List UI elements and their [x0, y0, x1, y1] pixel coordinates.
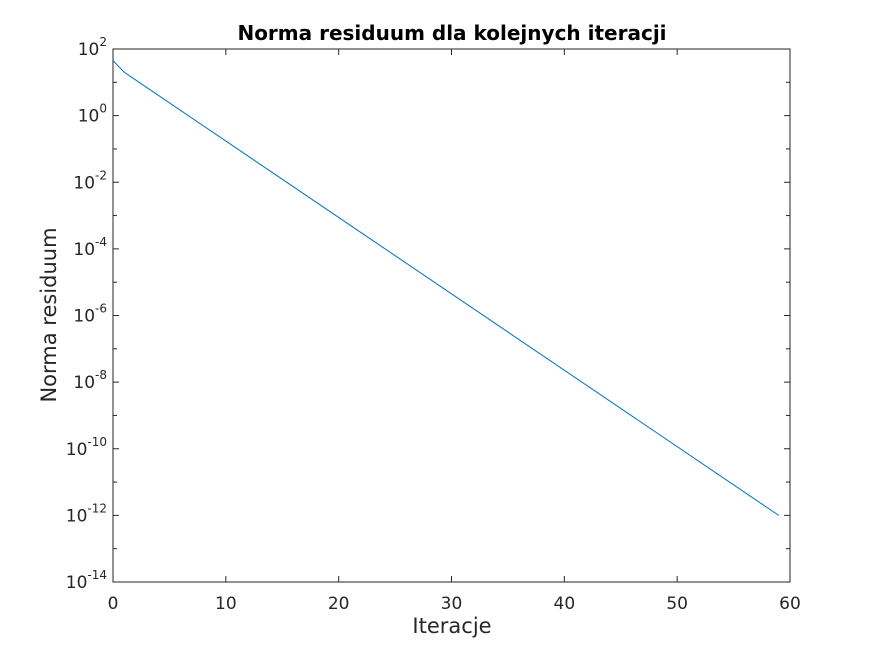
x-tick-label: 50 — [666, 594, 688, 614]
y-tick-label: 10-6 — [73, 302, 107, 327]
y-tick-label: 10-14 — [66, 568, 107, 593]
x-tick-label: 30 — [441, 594, 463, 614]
x-axis-label: Iteracje — [412, 614, 491, 638]
x-tick-label: 20 — [328, 594, 350, 614]
x-tick-label: 10 — [215, 594, 237, 614]
series — [112, 60, 780, 516]
y-tick-label: 10-4 — [73, 235, 107, 260]
y-tick-label: 102 — [78, 35, 107, 60]
y-tick-label: 10-12 — [66, 501, 107, 526]
x-tick-label: 60 — [779, 594, 801, 614]
y-ticks: 102 100 10-2 10-4 10-6 10-8 10-10 10-12 10-14 — [66, 35, 790, 593]
y-axis-label: Norma residuum — [37, 227, 61, 402]
y-tick-label: 10-8 — [73, 368, 107, 393]
plot-area — [112, 48, 791, 583]
y-tick-label: 10-2 — [73, 168, 107, 193]
x-tick-label: 40 — [554, 594, 576, 614]
x-tick-label: 0 — [108, 594, 119, 614]
y-tick-label: 10-10 — [66, 435, 107, 460]
series-line — [112, 60, 780, 516]
x-ticks: 0 10 20 30 40 50 60 — [108, 49, 801, 614]
chart-title: Norma residuum dla kolejnych iteracji — [237, 21, 666, 45]
y-tick-label: 100 — [78, 102, 107, 127]
minor-ticks — [113, 81, 790, 550]
